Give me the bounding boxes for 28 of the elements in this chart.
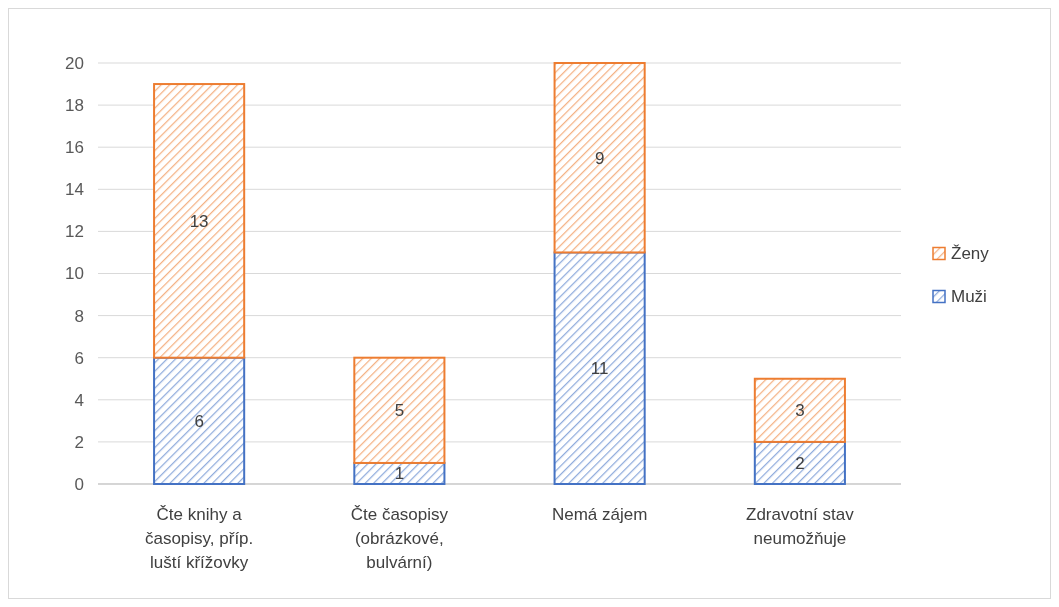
y-tick-label: 6	[74, 348, 84, 368]
x-tick-label: Zdravotní stav neumožňuje	[746, 505, 855, 548]
x-tick-label: Čte knihy a časopisy, příp. luští křížovky	[144, 505, 254, 572]
bar	[553, 62, 646, 254]
y-tick-label: 10	[65, 264, 84, 284]
bar	[353, 356, 446, 464]
y-tick-label: 20	[65, 53, 84, 73]
y-tick-label: 16	[65, 138, 84, 158]
data-label: 5	[394, 401, 405, 421]
y-tick-label: 12	[65, 222, 84, 242]
y-tick-label: 8	[74, 306, 84, 326]
bar	[153, 356, 246, 485]
y-tick-label: 0	[74, 474, 84, 494]
x-tick-label: Nemá zájem	[551, 505, 648, 524]
bar	[153, 83, 246, 359]
data-label: 6	[194, 411, 204, 431]
legend-label: Muži	[951, 287, 987, 307]
y-tick-label: 4	[74, 390, 84, 410]
bar	[753, 440, 846, 485]
data-label: 1	[394, 464, 405, 484]
bar	[553, 251, 646, 485]
y-tick-label: 18	[65, 96, 84, 116]
bar	[753, 377, 846, 443]
x-tick-label: Čte časopisy (obrázkové, bulvární)	[350, 505, 449, 572]
legend-label: Ženy	[951, 244, 990, 264]
y-tick-label: 14	[65, 180, 84, 200]
data-label: 3	[795, 401, 805, 421]
y-tick-label: 2	[74, 432, 84, 452]
